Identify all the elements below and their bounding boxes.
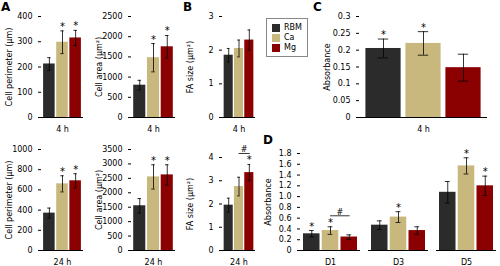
svg-text:1000: 1000: [102, 217, 122, 226]
svg-text:*: *: [151, 34, 156, 45]
html-text:C: C: [313, 0, 322, 14]
svg-text:1000: 1000: [12, 145, 32, 154]
svg-text:1500: 1500: [102, 203, 122, 212]
svg-text:Cell perimeter (μm): Cell perimeter (μm): [5, 28, 14, 107]
html-text:RBM: RBM: [284, 23, 302, 32]
svg-text:0.05: 0.05: [333, 96, 351, 105]
svg-text:1.6: 1.6: [279, 160, 292, 169]
svg-text:0.8: 0.8: [279, 203, 292, 212]
html-text:B: B: [183, 0, 193, 14]
svg-text:24 h: 24 h: [54, 258, 72, 266]
svg-text:1.2: 1.2: [279, 181, 292, 190]
svg-text:4 h: 4 h: [417, 125, 430, 135]
svg-text:1000: 1000: [102, 73, 122, 82]
svg-text:Absorbance: Absorbance: [323, 43, 332, 90]
svg-text:*: *: [165, 155, 170, 166]
svg-text:0.15: 0.15: [333, 63, 351, 72]
svg-text:*: *: [151, 155, 156, 166]
svg-text:2: 2: [208, 200, 213, 209]
svg-text:0: 0: [117, 113, 122, 122]
svg-text:3500: 3500: [102, 145, 122, 154]
svg-text:*: *: [247, 154, 252, 165]
svg-text:2500: 2500: [102, 12, 122, 21]
svg-text:300: 300: [17, 37, 32, 46]
svg-text:600: 600: [17, 185, 32, 194]
svg-text:1: 1: [208, 223, 213, 232]
svg-text:*: *: [483, 166, 488, 177]
svg-text:4 h: 4 h: [56, 125, 69, 135]
svg-text:*: *: [309, 221, 314, 232]
svg-text:*: *: [165, 25, 170, 36]
html-text:Mg: Mg: [284, 43, 296, 52]
svg-text:0.25: 0.25: [333, 29, 351, 38]
svg-text:#: #: [337, 208, 344, 217]
svg-text:Absorbance: Absorbance: [264, 178, 273, 225]
svg-text:1.8: 1.8: [279, 149, 292, 158]
svg-text:*: *: [60, 21, 65, 32]
svg-text:0: 0: [208, 246, 213, 255]
svg-text:400: 400: [17, 12, 32, 21]
svg-text:*: *: [73, 20, 78, 31]
svg-text:800: 800: [17, 165, 32, 174]
svg-text:3: 3: [208, 176, 213, 185]
svg-text:0.2: 0.2: [338, 46, 351, 55]
svg-text:24 h: 24 h: [145, 258, 163, 266]
svg-text:500: 500: [107, 93, 122, 102]
svg-text:0: 0: [345, 113, 350, 122]
svg-text:400: 400: [17, 206, 32, 215]
svg-text:3: 3: [208, 12, 213, 21]
svg-text:1500: 1500: [102, 52, 122, 61]
svg-text:4 h: 4 h: [147, 125, 160, 135]
svg-text:0.3: 0.3: [338, 12, 351, 21]
svg-text:200: 200: [17, 226, 32, 235]
svg-text:0: 0: [117, 246, 122, 255]
svg-text:0: 0: [208, 113, 213, 122]
svg-text:1.0: 1.0: [279, 192, 292, 201]
html-text:A: A: [1, 0, 11, 14]
svg-text:*: *: [421, 22, 426, 33]
svg-text:1: 1: [208, 79, 213, 88]
svg-text:200: 200: [17, 63, 32, 72]
html-text:D: D: [263, 133, 273, 147]
svg-text:1.4: 1.4: [279, 171, 292, 180]
svg-text:2000: 2000: [102, 188, 122, 197]
svg-text:*: *: [60, 166, 65, 177]
svg-text:FA size (μm²): FA size (μm²): [186, 41, 195, 93]
svg-text:0: 0: [27, 246, 32, 255]
svg-text:D5: D5: [461, 258, 472, 266]
svg-text:2000: 2000: [102, 32, 122, 41]
svg-text:*: *: [464, 148, 469, 159]
svg-text:#: #: [241, 145, 248, 154]
svg-text:D1: D1: [325, 258, 336, 266]
html-text:Ca: Ca: [284, 33, 295, 42]
svg-text:0.2: 0.2: [279, 235, 292, 244]
svg-text:*: *: [73, 164, 78, 175]
svg-text:0.4: 0.4: [279, 225, 292, 234]
svg-text:D3: D3: [393, 258, 404, 266]
svg-text:4: 4: [208, 153, 213, 162]
svg-text:3000: 3000: [102, 159, 122, 168]
svg-text:2500: 2500: [102, 174, 122, 183]
svg-text:*: *: [396, 202, 401, 213]
svg-text:0: 0: [27, 113, 32, 122]
svg-text:*: *: [328, 217, 333, 228]
svg-text:500: 500: [107, 232, 122, 241]
svg-text:100: 100: [17, 88, 32, 97]
svg-text:0: 0: [286, 246, 291, 255]
svg-text:Cell perimeter (μm): Cell perimeter (μm): [5, 161, 14, 240]
svg-text:FA size (μm²): FA size (μm²): [186, 178, 195, 230]
svg-text:4 h: 4 h: [232, 125, 246, 135]
svg-text:Cell area (μm²): Cell area (μm²): [95, 170, 104, 230]
svg-text:Cell area (μm²): Cell area (μm²): [95, 37, 104, 97]
svg-text:0.1: 0.1: [338, 79, 351, 88]
svg-text:24 h: 24 h: [230, 258, 248, 266]
svg-text:0.6: 0.6: [279, 214, 292, 223]
svg-text:2: 2: [208, 46, 213, 55]
svg-text:*: *: [381, 29, 386, 40]
